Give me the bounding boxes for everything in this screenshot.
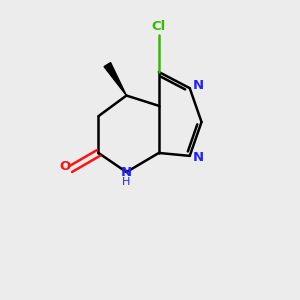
Text: N: N (192, 79, 204, 92)
Text: H: H (122, 177, 130, 188)
Text: Cl: Cl (152, 20, 166, 33)
Text: O: O (60, 160, 71, 173)
Text: N: N (192, 151, 204, 164)
Text: N: N (121, 166, 132, 179)
Polygon shape (104, 63, 126, 95)
